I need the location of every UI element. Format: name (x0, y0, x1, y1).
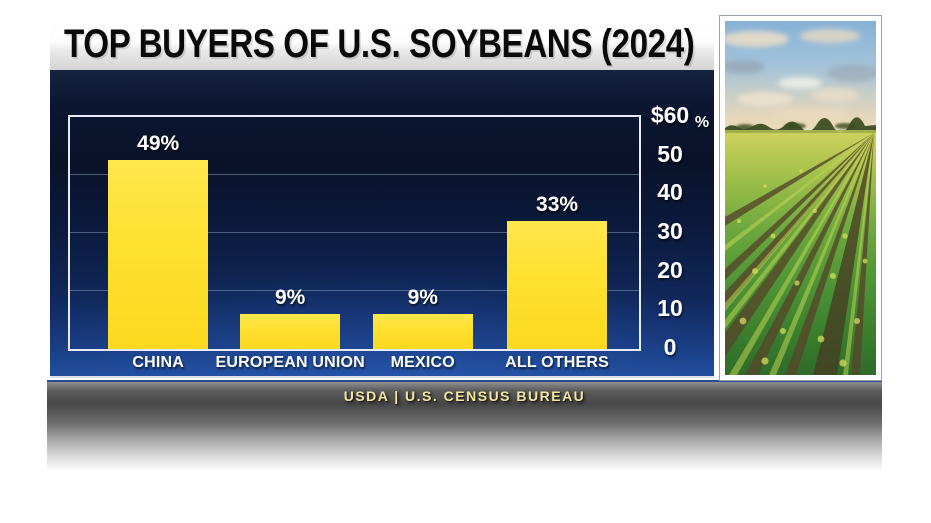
y-axis: $60 50 40 30 20 10 0 (641, 103, 699, 359)
gridline-30 (70, 232, 639, 233)
chart-title: TOP BUYERS OF U.S. SOYBEANS (2024) (64, 22, 695, 66)
bar-all-others: 33% (507, 193, 608, 349)
y-axis-unit-label: % (694, 114, 710, 131)
bar-value-label: 9% (407, 286, 438, 310)
y-tick-label-60: $60 (650, 102, 690, 128)
gridline-15 (70, 290, 639, 291)
x-axis-label-china: CHINA (132, 354, 185, 371)
plot-area: 49% 9% 9% 33% (68, 115, 641, 351)
x-axis-labels: CHINA EUROPEAN UNION MEXICO ALL OTHERS (70, 354, 639, 378)
y-tick-label-0: 0 (663, 334, 677, 360)
source-bar: USDA | U.S. CENSUS BUREAU (47, 380, 882, 474)
bar-european-union: 9% (240, 286, 341, 349)
y-tick-label-10: 10 (657, 295, 683, 322)
chart-panel: 49% 9% 9% 33% $60 50 40 30 20 10 0 % CHINA EUROPEA… (50, 70, 714, 378)
x-axis-label-european-union: EUROPEAN UNION (215, 354, 365, 371)
leaf-highlights (737, 169, 868, 367)
bar-value-label: 49% (137, 131, 180, 155)
bar-value-label: 9% (275, 286, 306, 310)
clouds (725, 29, 876, 124)
bar-mexico: 9% (372, 286, 473, 349)
x-axis-label-mexico: MEXICO (390, 354, 455, 371)
y-tick-label-50: 50 (657, 140, 683, 167)
gridline-45 (70, 174, 639, 175)
treeline (725, 117, 876, 134)
soybean-photo-frame (719, 15, 882, 381)
bar-value-label: 33% (536, 193, 579, 217)
title-band: TOP BUYERS OF U.S. SOYBEANS (2024) (50, 18, 714, 70)
bar-china: 49% (108, 132, 209, 349)
source-text: USDA | U.S. CENSUS BUREAU (343, 388, 586, 404)
y-tick-label-20: 20 (657, 256, 683, 283)
y-tick-label-30: 30 (657, 218, 683, 244)
x-axis-label-all-others: ALL OTHERS (505, 354, 610, 371)
plant-rows (725, 133, 874, 375)
soybean-field-photo (725, 21, 876, 375)
y-tick-label-40: 40 (657, 179, 683, 206)
